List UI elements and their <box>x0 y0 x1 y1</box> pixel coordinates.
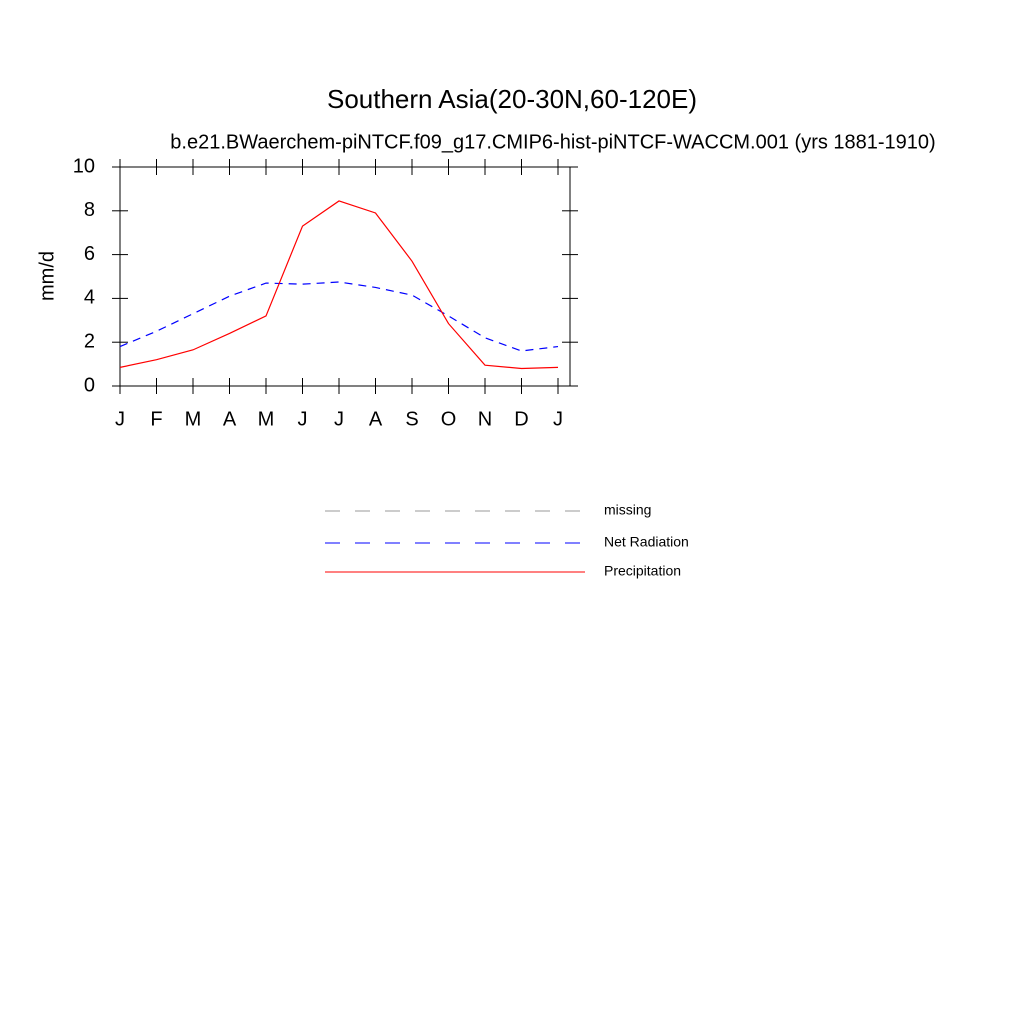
x-tick-label: M <box>258 408 275 430</box>
series-line <box>119 200 559 370</box>
y-axis-label: mm/d <box>36 251 58 301</box>
chart-title: Southern Asia(20-30N,60-120E) <box>327 84 697 114</box>
legend-label: missing <box>604 502 651 518</box>
y-tick-label: 6 <box>84 243 95 265</box>
x-tick-label: D <box>514 408 528 430</box>
x-tick-label: O <box>441 408 457 430</box>
x-tick-label: A <box>369 408 383 430</box>
x-tick-label: J <box>553 408 563 430</box>
x-tick-label: J <box>334 408 344 430</box>
x-tick-label: M <box>185 408 202 430</box>
y-tick-label: 0 <box>84 374 95 396</box>
x-tick-label: F <box>150 408 162 430</box>
x-tick-label: J <box>298 408 308 430</box>
legend-label: Net Radiation <box>604 534 689 550</box>
x-tick-label: S <box>405 408 418 430</box>
y-tick-label: 2 <box>84 330 95 352</box>
chart-subtitle: b.e21.BWaerchem-piNTCF.f09_g17.CMIP6-his… <box>170 131 935 153</box>
x-tick-label: J <box>115 408 125 430</box>
plot-frame <box>119 166 571 387</box>
y-tick-label: 8 <box>84 199 95 221</box>
legend-label: Precipitation <box>604 563 681 579</box>
y-tick-label: 10 <box>73 155 95 177</box>
series-line <box>119 281 559 352</box>
y-tick-label: 4 <box>84 287 95 309</box>
x-tick-label: N <box>478 408 492 430</box>
x-tick-label: A <box>223 408 237 430</box>
